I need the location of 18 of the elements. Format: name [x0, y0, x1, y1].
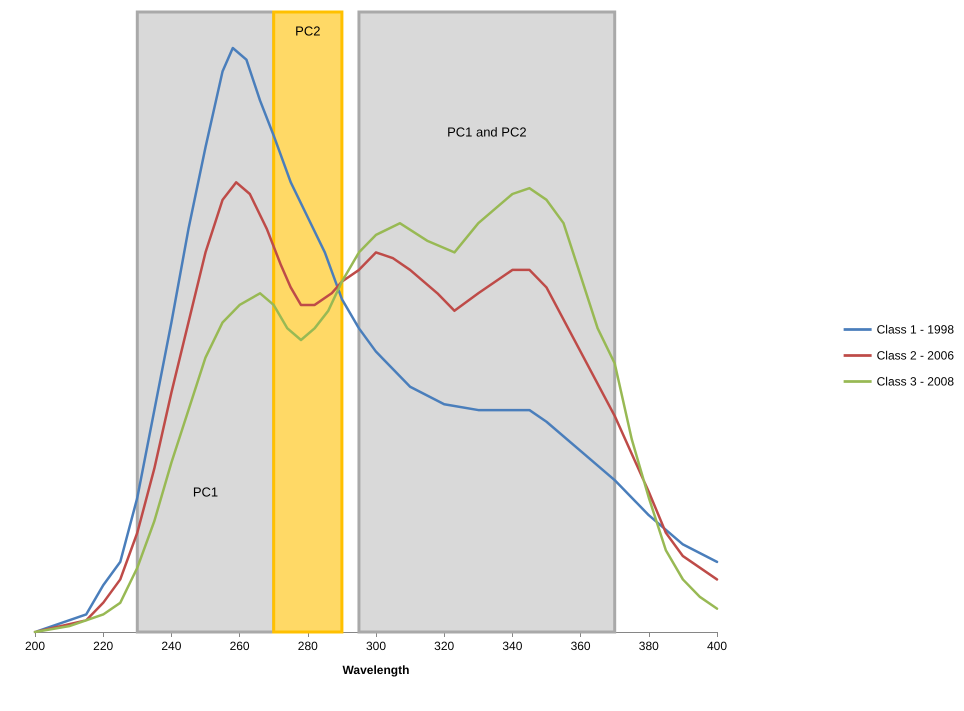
legend-label: Class 3 - 2008	[876, 374, 954, 388]
x-tick-label: 320	[434, 639, 455, 653]
legend-label: Class 2 - 2006	[876, 348, 954, 362]
x-tick-label: 340	[502, 639, 523, 653]
band-label: PC1 and PC2	[447, 124, 527, 140]
x-tick-label: 260	[230, 639, 250, 653]
x-tick-label: 300	[366, 639, 386, 653]
legend-label: Class 1 - 1998	[876, 322, 954, 336]
x-tick-label: 380	[638, 639, 660, 653]
x-tick-label: 220	[93, 639, 114, 653]
band-label: PC2	[295, 24, 320, 38]
x-tick-label: 360	[570, 639, 591, 653]
x-tick-label: 400	[706, 639, 728, 653]
x-tick-label: 280	[298, 639, 318, 653]
band-label: PC1	[192, 484, 218, 500]
x-tick-label: 240	[161, 639, 182, 653]
x-axis-title: Wavelength	[342, 663, 410, 677]
x-tick-label: 200	[24, 639, 46, 653]
